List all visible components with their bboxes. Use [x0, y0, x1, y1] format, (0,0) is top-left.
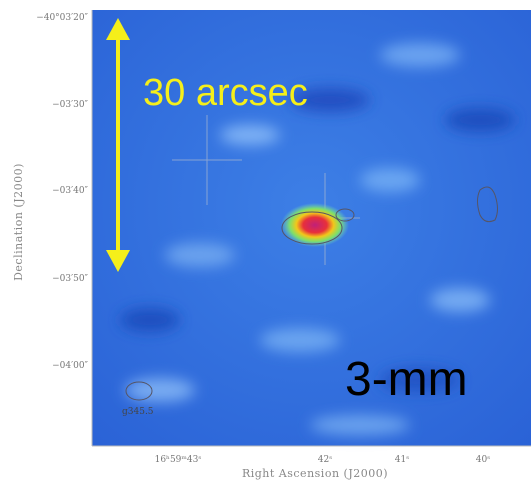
x-tick-label: 40ˢ — [476, 455, 490, 465]
scale-bar-label: 30 arcsec — [143, 72, 308, 114]
y-axis-label: Declination (J2000) — [12, 163, 25, 281]
map-figure: g345.5 30 arcsec 3-mm −40°03′20″ −03′30″… — [0, 0, 531, 483]
y-tick-label: −40°03′20″ — [36, 13, 88, 23]
y-tick-label: −03′30″ — [52, 100, 88, 110]
band-label: 3-mm — [345, 353, 468, 406]
y-tick-label: −03′40″ — [52, 186, 88, 196]
source-emission — [281, 203, 349, 247]
y-tick-label: −04′00″ — [52, 361, 88, 371]
source-label: g345.5 — [122, 407, 154, 417]
x-tick-label: 42ˢ — [318, 455, 332, 465]
x-tick-label: 16ʰ59ᵐ43ˢ — [155, 455, 202, 465]
x-axis-label: Right Ascension (J2000) — [242, 467, 388, 480]
y-tick-label: −03′50″ — [52, 274, 88, 284]
x-tick-label: 41ˢ — [395, 455, 409, 465]
